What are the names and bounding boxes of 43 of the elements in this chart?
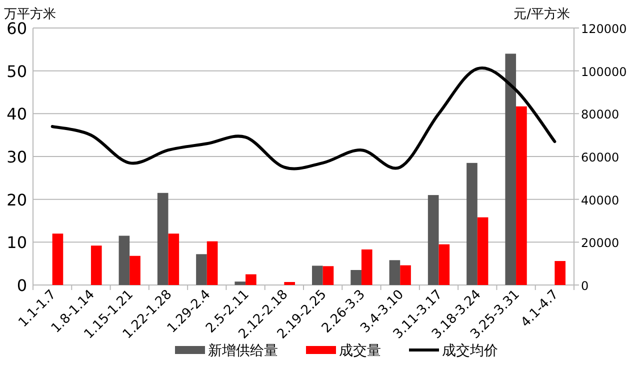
y2-axis-title: 元/平方米 bbox=[514, 6, 570, 22]
y2-tick-label: 20000 bbox=[581, 236, 620, 250]
bar bbox=[246, 274, 256, 285]
legend-label: 成交量 bbox=[339, 343, 381, 359]
y2-tick-label: 100000 bbox=[581, 64, 627, 79]
y2-tick-label: 60000 bbox=[581, 150, 620, 164]
y2-tick-label: 0 bbox=[581, 279, 589, 293]
bar bbox=[350, 270, 362, 285]
bar bbox=[196, 254, 207, 285]
bar bbox=[389, 260, 400, 285]
bar bbox=[90, 246, 102, 285]
bar bbox=[554, 261, 566, 285]
bar bbox=[477, 217, 488, 285]
y-tick-label: 20 bbox=[6, 190, 27, 210]
y-tick-label: 30 bbox=[6, 148, 27, 166]
bar bbox=[516, 106, 527, 285]
bar bbox=[428, 195, 439, 285]
bar bbox=[52, 234, 64, 285]
bar bbox=[284, 282, 295, 285]
y-tick-label: 0 bbox=[16, 276, 27, 295]
bar bbox=[130, 256, 140, 285]
bar bbox=[206, 241, 218, 285]
bar bbox=[400, 265, 411, 285]
y2-tick-label: 40000 bbox=[581, 193, 620, 208]
bar bbox=[312, 266, 323, 285]
bar bbox=[505, 54, 516, 285]
bar bbox=[322, 266, 334, 285]
legend-label: 新增供给量 bbox=[208, 343, 278, 359]
y-tick-label: 50 bbox=[6, 62, 27, 81]
y-tick-label: 10 bbox=[6, 233, 27, 252]
bar bbox=[438, 244, 450, 285]
bar bbox=[234, 282, 246, 285]
y-tick-label: 40 bbox=[6, 104, 27, 124]
bar bbox=[168, 234, 180, 285]
y2-tick-label: 80000 bbox=[581, 108, 620, 122]
y2-tick-label: 120000 bbox=[581, 22, 627, 36]
bar bbox=[466, 162, 478, 285]
y-axis-title: 万平方米 bbox=[4, 6, 56, 22]
bar bbox=[157, 192, 168, 285]
bar bbox=[361, 249, 372, 285]
y-tick-label: 60 bbox=[6, 19, 27, 38]
legend-label: 成交均价 bbox=[442, 343, 498, 359]
bar bbox=[118, 236, 130, 285]
